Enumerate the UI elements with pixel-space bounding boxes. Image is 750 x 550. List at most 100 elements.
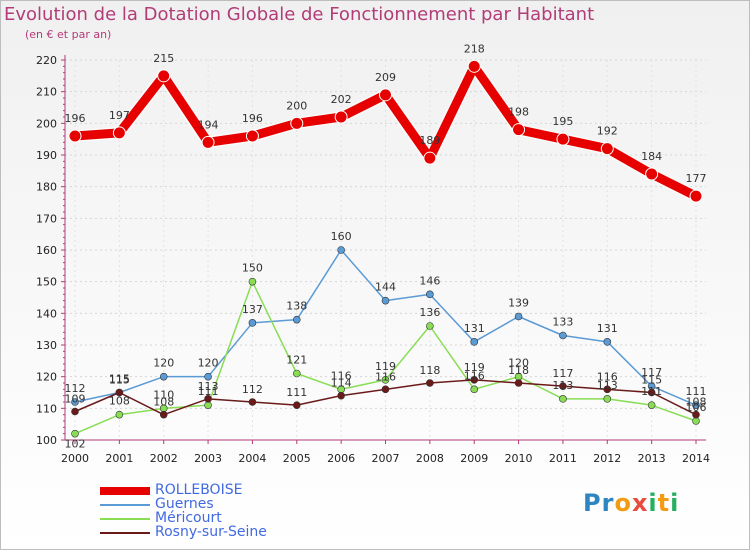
data-point-rosny (248, 398, 257, 406)
data-point-rolleboise (201, 135, 215, 149)
data-label-rosny: 113 (198, 380, 219, 393)
data-label-rosny: 108 (686, 396, 707, 409)
data-label-rosny: 117 (552, 367, 573, 380)
data-label-mericourt: 120 (508, 357, 529, 370)
data-point-rosny (470, 376, 479, 384)
chart-title: Evolution de la Dotation Globale de Fonc… (4, 4, 595, 25)
data-label-mericourt: 111 (198, 385, 219, 398)
x-tick-label: 2004 (238, 452, 266, 465)
data-point-guernes (559, 331, 567, 340)
legend-label-rosny: Rosny-sur-Seine (155, 524, 267, 540)
data-label-mericourt: 119 (375, 360, 396, 373)
data-point-mericourt (115, 410, 124, 419)
x-tick-label: 2008 (416, 452, 444, 465)
x-tick-label: 2001 (105, 452, 133, 465)
data-label-rolleboise: 196 (242, 112, 263, 125)
data-label-guernes: 117 (641, 366, 662, 379)
data-label-rolleboise: 197 (109, 109, 130, 122)
data-label-rolleboise: 192 (597, 125, 618, 138)
y-tick-label: 200 (36, 117, 57, 130)
data-point-rolleboise (600, 142, 614, 156)
legend-item-rolleboise: ROLLEBOISE (100, 482, 400, 498)
data-point-rolleboise (467, 59, 481, 73)
data-point-guernes (248, 319, 257, 327)
chart-subtitle: (en € et par an) (25, 28, 112, 41)
data-point-rosny (292, 401, 301, 409)
legend-item-rosny: Rosny-sur-Seine (100, 524, 400, 540)
y-tick-label: 180 (36, 181, 57, 194)
data-point-mericourt (204, 401, 212, 409)
data-label-rosny: 119 (464, 361, 485, 374)
x-tick-label: 2005 (283, 452, 311, 465)
legend-swatch-rosny (100, 532, 150, 534)
data-point-guernes (204, 372, 212, 381)
x-tick-label: 2014 (682, 452, 710, 465)
data-point-rolleboise (379, 88, 392, 102)
data-point-mericourt (603, 395, 612, 403)
data-label-rosny: 115 (109, 374, 130, 387)
data-label-mericourt: 116 (464, 369, 485, 382)
legend-item-mericourt: Méricourt (100, 510, 400, 526)
data-point-guernes (426, 290, 434, 299)
data-label-rolleboise: 184 (641, 150, 662, 163)
y-tick-label: 100 (36, 434, 57, 447)
x-tick-label: 2003 (194, 452, 222, 465)
data-point-rosny (692, 410, 700, 419)
data-point-guernes (692, 401, 700, 409)
data-label-mericourt: 150 (242, 262, 263, 275)
data-label-mericourt: 136 (419, 306, 440, 319)
data-label-guernes: 115 (109, 373, 130, 386)
data-label-rolleboise: 215 (153, 52, 174, 65)
legend-label-guernes: Guernes (155, 496, 214, 512)
data-label-mericourt: 108 (109, 395, 130, 408)
data-point-rolleboise (556, 132, 570, 146)
data-label-guernes: 144 (375, 281, 396, 294)
y-tick-label: 160 (36, 244, 57, 257)
legend-label-mericourt: Méricourt (155, 510, 222, 526)
data-point-mericourt (381, 376, 390, 384)
legend-item-guernes: Guernes (100, 496, 400, 512)
data-point-guernes (337, 246, 345, 254)
data-label-rosny: 109 (65, 393, 86, 406)
data-point-rosny (381, 385, 390, 394)
legend-swatch-guernes (100, 504, 150, 506)
data-point-mericourt (292, 369, 301, 378)
data-point-rosny (71, 407, 79, 416)
data-label-rosny: 118 (419, 364, 440, 377)
data-point-mericourt (692, 417, 700, 425)
legend-label-rolleboise: ROLLEBOISE (155, 482, 243, 498)
data-point-guernes (514, 312, 523, 321)
data-point-mericourt (559, 395, 567, 403)
data-label-mericourt: 102 (65, 438, 86, 451)
data-label-rolleboise: 200 (286, 99, 307, 112)
legend-swatch-rolleboise (100, 487, 150, 495)
data-label-guernes: 131 (597, 322, 618, 335)
data-point-rosny (337, 391, 345, 400)
data-label-rolleboise: 194 (198, 118, 219, 131)
x-tick-label: 2013 (638, 452, 666, 465)
x-tick-label: 2007 (372, 452, 400, 465)
y-tick-label: 130 (36, 339, 57, 352)
data-label-rosny: 116 (597, 370, 618, 383)
data-label-rosny: 111 (286, 386, 307, 399)
data-label-guernes: 139 (508, 297, 529, 310)
data-label-mericourt: 110 (153, 388, 174, 401)
data-point-mericourt (426, 322, 434, 330)
data-label-rolleboise: 218 (464, 42, 485, 55)
data-point-mericourt (71, 429, 79, 438)
data-label-guernes: 112 (65, 382, 86, 395)
data-label-guernes: 138 (286, 300, 307, 313)
data-label-rosny: 108 (153, 396, 174, 409)
data-point-mericourt (470, 385, 479, 394)
data-label-guernes: 131 (464, 322, 485, 335)
y-tick-label: 110 (36, 402, 57, 415)
data-point-rosny (426, 379, 434, 387)
data-point-rolleboise (645, 167, 659, 181)
data-point-rolleboise (245, 129, 259, 143)
data-point-rolleboise (423, 151, 437, 165)
x-tick-label: 2010 (505, 452, 533, 465)
data-label-rolleboise: 177 (686, 172, 707, 185)
data-label-rolleboise: 209 (375, 71, 396, 84)
data-point-mericourt (248, 277, 257, 286)
y-tick-label: 220 (36, 54, 57, 67)
